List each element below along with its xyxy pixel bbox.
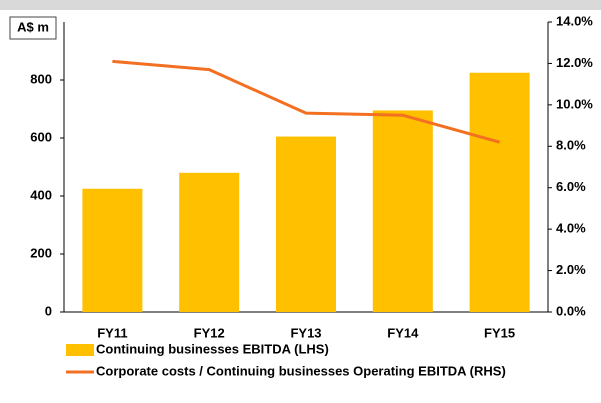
- y-tick-label: 400: [30, 187, 52, 202]
- bar: [275, 136, 337, 312]
- y2-tick-label: 14.0%: [556, 13, 593, 28]
- bar: [179, 172, 240, 312]
- top-strip: [0, 0, 601, 10]
- x-tick-label: FY14: [387, 325, 419, 340]
- bar: [82, 188, 143, 312]
- y-tick-label: 600: [30, 129, 52, 144]
- bar: [372, 110, 433, 312]
- bar: [469, 72, 530, 312]
- legend-swatch: [66, 344, 94, 356]
- y2-tick-label: 8.0%: [556, 138, 586, 153]
- legend-label: Corporate costs / Continuing businesses …: [96, 363, 506, 378]
- legend-label: Continuing businesses EBITDA (LHS): [96, 341, 329, 356]
- y-tick-label: 800: [30, 71, 52, 86]
- y-tick-label: 200: [30, 245, 52, 260]
- x-tick-label: FY12: [194, 325, 225, 340]
- x-tick-label: FY13: [290, 325, 321, 340]
- y2-tick-label: 2.0%: [556, 262, 586, 277]
- unit-box: [9, 16, 57, 40]
- y2-tick-label: 10.0%: [556, 96, 593, 111]
- x-tick-label: FY15: [484, 325, 515, 340]
- y-tick-label: 0: [45, 303, 52, 318]
- y2-tick-label: 4.0%: [556, 221, 586, 236]
- y2-tick-label: 0.0%: [556, 303, 586, 318]
- line: [112, 59, 501, 144]
- y2-tick-label: 12.0%: [556, 55, 593, 70]
- y-axis-label: A$ m: [17, 19, 49, 34]
- y2-tick-label: 6.0%: [556, 179, 586, 194]
- x-tick-label: FY11: [97, 325, 127, 340]
